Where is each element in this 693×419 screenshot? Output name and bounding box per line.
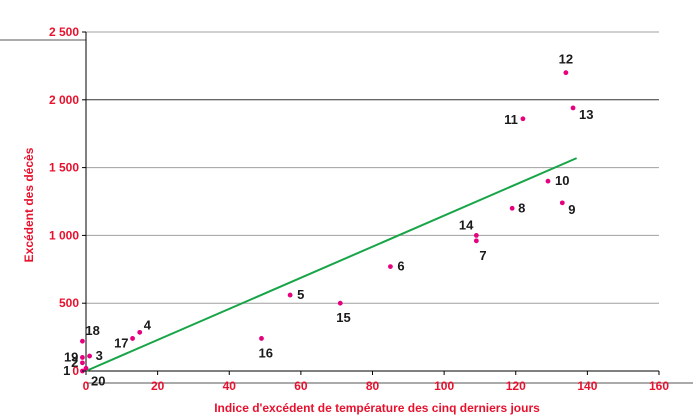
point-label-15: 15 (336, 310, 350, 325)
data-point-3 (87, 353, 92, 359)
x-tick-label-5: 100 (434, 379, 454, 393)
point-label-9: 9 (568, 202, 575, 217)
point-label-19: 19 (64, 349, 78, 364)
decor (0, 39, 693, 384)
data-point-6 (388, 264, 393, 269)
point-label-1: 1 (63, 363, 70, 378)
point-label-12: 12 (559, 52, 573, 67)
x-tick-label-6: 120 (506, 379, 526, 393)
point-label-14: 14 (459, 217, 474, 232)
point-label-20: 20 (91, 373, 105, 388)
point-label-17: 17 (114, 335, 128, 350)
data-point-15 (337, 300, 343, 306)
x-tick-label-0: 0 (83, 379, 90, 393)
y-axis-title: Excédent des décès (22, 147, 36, 262)
data-point-4 (137, 329, 143, 335)
data-point-13 (570, 105, 576, 111)
x-axis-title: Indice d'excédent de température des cin… (214, 401, 540, 415)
data-point-8 (509, 205, 515, 211)
data-point-12 (563, 70, 569, 76)
point-label-11: 11 (504, 112, 518, 127)
trend-line-group (85, 157, 578, 372)
y-tick-label-5: 2 500 (49, 25, 79, 39)
x-tick-label-3: 60 (294, 379, 308, 393)
data-point-17 (130, 336, 135, 341)
grid (86, 31, 659, 304)
point-label-5: 5 (297, 287, 304, 302)
point-label-6: 6 (397, 259, 404, 274)
point-label-10: 10 (555, 173, 569, 188)
trend-line (85, 157, 578, 372)
data-point-18 (80, 338, 85, 344)
point-label-16: 16 (258, 345, 272, 360)
point-label-4: 4 (144, 317, 152, 332)
x-tick-label-8: 160 (649, 379, 669, 393)
y-tick-label-4: 2 000 (49, 93, 79, 107)
y-tick-label-3: 1 500 (49, 161, 79, 175)
x-tick-label-2: 40 (223, 379, 237, 393)
point-label-2: 2 (71, 355, 78, 370)
point-label-13: 13 (579, 107, 593, 122)
x-tick-label-7: 140 (577, 379, 597, 393)
data-point-16 (259, 336, 264, 341)
data-point-2 (80, 360, 85, 366)
data-point-10 (545, 178, 551, 184)
data-point-11 (520, 116, 526, 122)
point-label-7: 7 (479, 248, 486, 263)
data-point-9 (559, 200, 565, 206)
data-point-7 (473, 238, 479, 244)
x-tick-label-4: 80 (366, 379, 380, 393)
point-label-8: 8 (518, 200, 525, 215)
points-group (80, 70, 576, 374)
y-tick-label-1: 500 (59, 296, 79, 310)
point-label-18: 18 (85, 323, 99, 338)
data-point-5 (287, 292, 293, 298)
data-point-20 (83, 365, 89, 371)
y-tick-label-0: 0 (72, 364, 79, 378)
y-tick-label-2: 1 000 (49, 228, 79, 242)
point-label-3: 3 (96, 348, 103, 363)
x-tick-label-1: 20 (151, 379, 165, 393)
data-point-14 (473, 233, 479, 238)
data-point-19 (80, 355, 85, 360)
